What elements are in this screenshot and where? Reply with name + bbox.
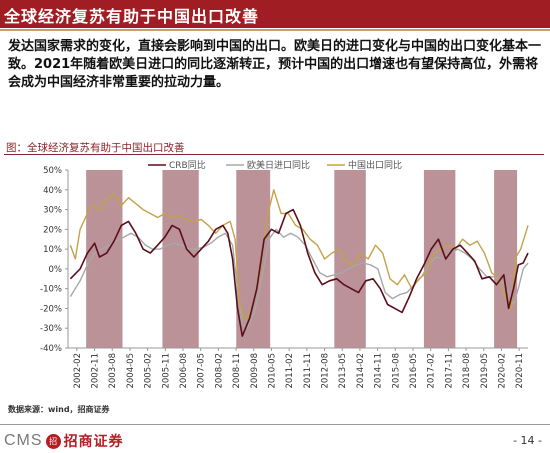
- x-tick-label: 2003-08: [108, 353, 118, 389]
- x-tick-label: 2019-05: [480, 353, 490, 389]
- x-tick-label: 2015-08: [391, 353, 401, 389]
- x-tick-label: 2008-11: [232, 353, 242, 389]
- legend-label-china_exports: 中国出口同比: [348, 159, 402, 171]
- x-tick-label: 2002-11: [91, 353, 101, 389]
- chart-caption: 图：全球经济复苏有助于中国出口改善: [6, 142, 185, 154]
- title-bar: 全球经济复苏有助于中国出口改善: [0, 0, 550, 28]
- y-tick-label: -40%: [40, 344, 62, 354]
- x-tick-label: 2005-11: [161, 353, 171, 389]
- chart-caption-divider: [4, 154, 544, 155]
- y-tick-label: -20%: [40, 304, 62, 314]
- shaded-period-1: [86, 170, 123, 348]
- page-title: 全球经济复苏有助于中国出口改善: [4, 7, 260, 26]
- x-tick-label: 2006-08: [179, 353, 189, 389]
- x-tick-label: 2020-02: [497, 353, 507, 389]
- y-tick-label: 0%: [49, 265, 63, 275]
- y-tick-label: 30%: [43, 206, 62, 216]
- y-tick-label: 10%: [43, 245, 62, 255]
- body-paragraph: 发达国家需求的变化，直接会影响到中国的出口。欧美日的进口变化与中国的出口变化基本…: [8, 39, 542, 90]
- page-number: - 14 -: [513, 434, 542, 447]
- legend-label-imports: 欧美日进口同比: [247, 159, 310, 171]
- x-tick-label: 2020-11: [515, 353, 525, 389]
- y-tick-label: 50%: [43, 166, 62, 176]
- x-tick-label: 2018-08: [462, 353, 472, 389]
- series-line-china_exports: [69, 189, 529, 322]
- y-tick-label: 20%: [43, 225, 62, 235]
- x-tick-label: 2005-02: [144, 353, 154, 389]
- title-divider: [0, 29, 550, 31]
- x-tick-label: 2010-05: [267, 353, 277, 389]
- shaded-period-2: [162, 170, 199, 348]
- x-tick-label: 2012-08: [321, 353, 331, 389]
- footer-divider: [0, 424, 550, 425]
- company-logo: CMS 招 招商证券: [4, 430, 124, 452]
- x-tick-label: 2014-02: [356, 353, 366, 389]
- x-tick-label: 2017-11: [444, 353, 454, 389]
- x-tick-label: 2002-02: [73, 353, 83, 389]
- logo-badge-icon: 招: [45, 433, 61, 449]
- y-tick-label: 40%: [43, 186, 62, 196]
- y-tick-label: -10%: [40, 285, 62, 295]
- chart-legend: CRB同比 欧美日进口同比 中国出口同比: [148, 159, 402, 171]
- shaded-period-5: [423, 170, 456, 348]
- shaded-period-4: [334, 170, 366, 348]
- legend-label-crb: CRB同比: [169, 159, 206, 171]
- shaded-period-6: [494, 170, 518, 348]
- chart-axes: 50% 40% 30% 20% 10% 0% -10% -20% -30% -40% 2002-02…: [40, 166, 528, 389]
- x-tick-label: 2009-08: [250, 353, 260, 389]
- x-tick-label: 2004-05: [126, 353, 136, 389]
- series-line-crb: [69, 208, 529, 337]
- line-chart: 50% 40% 30% 20% 10% 0% -10% -20% -30% -40% 2002-02…: [40, 159, 529, 389]
- x-tick-label: 2007-05: [197, 353, 207, 389]
- logo-cms-text: CMS: [4, 432, 43, 449]
- data-source-note: 数据来源：wind，招商证券: [8, 405, 110, 414]
- recession-shading: [86, 170, 518, 348]
- series-lines: [69, 189, 529, 337]
- x-tick-label: 2011-11: [303, 353, 313, 389]
- x-tick-label: 2014-11: [374, 353, 384, 389]
- logo-company-name: 招商证券: [63, 434, 124, 450]
- x-tick-label: 2016-05: [409, 353, 419, 389]
- x-tick-label: 2011-02: [285, 353, 295, 389]
- y-tick-label: -30%: [40, 324, 62, 334]
- x-tick-label: 2017-02: [427, 353, 437, 389]
- x-tick-label: 2013-05: [338, 353, 348, 389]
- series-line-imports: [69, 228, 529, 329]
- x-tick-label: 2008-02: [214, 353, 224, 389]
